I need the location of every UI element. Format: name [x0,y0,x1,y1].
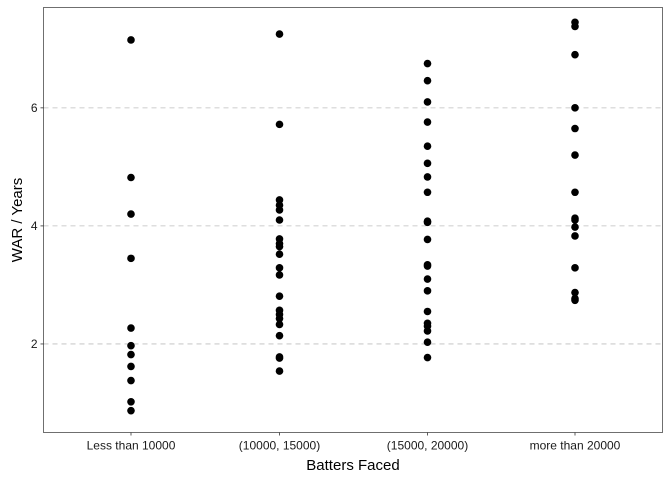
data-point [423,353,432,362]
plot-panel-border [43,7,663,433]
data-point [275,196,284,204]
data-point [571,50,579,59]
data-point [127,350,135,359]
data-point [423,262,432,270]
data-point [275,120,284,129]
data-point [275,264,284,272]
data-point [423,159,432,168]
data-point [127,398,135,406]
data-point [275,271,284,279]
data-point [571,223,579,231]
data-point [127,376,135,385]
data-point [127,341,135,350]
y-tick-label-1: 4 [31,219,38,233]
data-point [275,242,284,251]
data-point [423,338,432,346]
data-point [423,98,432,106]
data-point [571,232,579,240]
data-point [423,76,432,85]
y-axis-title: WAR / Years [9,178,26,262]
x-tick-label-3: more than 20000 [530,439,621,453]
data-point [423,218,432,227]
data-point [275,320,284,329]
grid-lines [43,107,663,345]
data-point [571,124,579,133]
axis-ticks: 2 4 6 Less than 10000 (10000, 15000) (15000, … [31,101,621,453]
data-point [127,406,135,415]
data-point [275,331,284,340]
data-point [275,216,284,224]
data-point [423,118,432,126]
data-point [275,354,284,362]
data-point [571,151,579,159]
data-point [127,173,135,182]
data-point [423,173,432,181]
data-point [275,30,284,38]
data-point [571,104,579,112]
data-point [275,250,284,259]
data-point [423,287,432,295]
data-point [127,36,135,44]
data-point [423,235,432,244]
data-point [571,296,579,305]
y-tick-label-0: 2 [31,337,38,351]
data-point [127,254,135,263]
data-point [423,307,432,316]
data-point [423,188,432,197]
data-point [127,362,135,371]
y-tick-label-2: 6 [31,101,38,115]
data-point [423,142,432,151]
x-tick-label-0: Less than 10000 [87,439,176,453]
data-point [275,206,284,214]
data-point [275,314,284,323]
data-point [571,288,579,297]
x-axis-title: Batters Faced [306,457,399,474]
data-point [127,324,135,332]
data-point [571,22,579,31]
data-point [571,188,579,197]
data-point [423,275,432,283]
x-tick-label-2: (15000, 20000) [387,439,468,453]
data-point [423,59,432,68]
data-points [127,18,579,415]
x-tick-label-1: (10000, 15000) [239,439,320,453]
data-point [423,327,432,335]
data-point [275,292,284,300]
data-point [275,367,284,375]
data-point [127,210,135,218]
data-point [571,216,579,224]
data-point [571,264,579,272]
